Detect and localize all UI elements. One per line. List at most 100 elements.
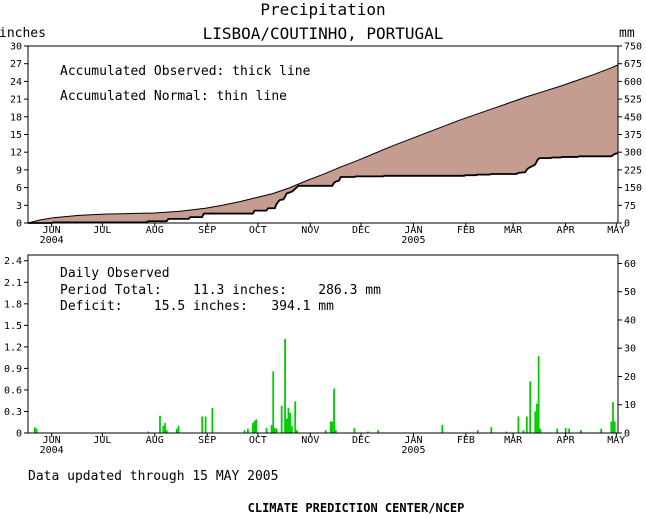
daily-bar — [580, 430, 582, 433]
x-tick-label-mar: MAR — [504, 435, 523, 446]
mm-tick-label: 375 — [624, 130, 642, 141]
y-axis-label-inches: inches — [0, 26, 46, 41]
chart-subtitle: LISBOA/COUTINHO, PORTUGAL — [203, 24, 444, 43]
daily-bar — [272, 371, 275, 433]
inches-tick-label: 0 — [16, 219, 22, 230]
daily-inches-tick-label: 2.4 — [4, 256, 22, 267]
x-tick-label-oct: OCT — [249, 435, 267, 446]
daily-bar — [177, 425, 180, 433]
inches-tick-label: 12 — [10, 148, 22, 159]
mm-tick-label: 150 — [624, 183, 642, 194]
daily-bar — [159, 415, 161, 433]
inches-tick-label: 9 — [16, 165, 22, 176]
daily-bar — [329, 421, 332, 433]
credit-line: CLIMATE PREDICTION CENTER/NCEP — [248, 501, 465, 515]
daily-bar — [175, 428, 178, 433]
mm-tick-label: 675 — [624, 59, 642, 70]
observed-line — [28, 152, 618, 224]
inches-tick-label: 18 — [10, 112, 22, 123]
x-tick-label-may: MAY — [607, 435, 625, 446]
mm-tick-label: 525 — [624, 95, 642, 106]
daily-bar — [33, 427, 36, 433]
deficit-area — [28, 64, 618, 223]
x-tick-label-dec: DEC — [352, 225, 370, 236]
x-tick-label-jun: JUN — [43, 435, 61, 446]
daily-bar — [280, 405, 283, 433]
accumulated-ticks: 0369121518212427300751502253003754505256… — [10, 42, 642, 247]
daily-bar — [165, 430, 168, 433]
daily-bar — [536, 403, 538, 433]
daily-inches-tick-label: 0 — [16, 429, 22, 440]
x-tick-label-jan: JAN — [404, 435, 422, 446]
daily-panel-frame — [27, 254, 619, 434]
daily-bar — [517, 416, 520, 433]
daily-bar — [287, 407, 290, 433]
daily-inches-tick-label: 0.6 — [4, 385, 22, 396]
daily-inches-tick-label: 1.8 — [4, 299, 22, 310]
daily-mm-tick-label: 40 — [624, 315, 636, 326]
daily-bar — [539, 428, 542, 433]
daily-bar — [296, 430, 298, 433]
inches-tick-label: 24 — [10, 77, 22, 88]
annotation-normal: Accumulated Normal: thin line — [60, 89, 287, 104]
daily-inches-tick-label: 1.5 — [4, 321, 22, 332]
daily-bar — [353, 427, 356, 433]
inches-tick-label: 6 — [16, 183, 22, 194]
daily-bar — [274, 427, 276, 433]
inches-tick-label: 15 — [10, 130, 22, 141]
x-tick-year: 2005 — [401, 445, 425, 456]
daily-bar — [201, 416, 204, 433]
daily-bar — [164, 422, 166, 433]
daily-bar — [162, 425, 165, 433]
daily-bar — [367, 431, 369, 433]
daily-mm-tick-label: 0 — [624, 429, 630, 440]
daily-inches-tick-label: 1.2 — [4, 342, 22, 353]
x-tick-label-jun: JUN — [43, 225, 61, 236]
daily-bar — [525, 416, 528, 433]
daily-bar — [294, 401, 297, 433]
x-tick-label-feb: FEB — [457, 225, 475, 236]
daily-inches-tick-label: 0.9 — [4, 364, 22, 375]
y-axis-label-mm: mm — [619, 26, 635, 41]
daily-bar — [505, 431, 508, 433]
daily-bar — [265, 427, 268, 433]
daily-bar — [324, 430, 327, 433]
daily-bar — [377, 430, 379, 433]
daily-bars — [33, 338, 616, 433]
x-tick-label-may: MAY — [607, 225, 625, 236]
annotation-observed: Accumulated Observed: thick line — [60, 64, 311, 79]
x-tick-label-mar: MAR — [504, 225, 523, 236]
daily-bar — [534, 411, 537, 433]
daily-bar — [441, 425, 444, 433]
x-tick-label-nov: NOV — [301, 435, 319, 446]
daily-panel: 0 0.3 0.6 0.9 1.2 1.5 1.8 2.1 2.4 0 10 20 30 40 50 60 JU… — [4, 254, 636, 456]
daily-bar — [211, 407, 214, 433]
daily-bar — [331, 421, 334, 433]
daily-bar — [290, 425, 293, 433]
daily-bar — [252, 422, 254, 433]
x-tick-label-dec: DEC — [352, 435, 370, 446]
x-tick-label-sep: SEP — [198, 225, 216, 236]
x-tick-label-feb: FEB — [457, 435, 475, 446]
annotation-deficit: Deficit: 15.5 inches: 394.1 mm — [60, 299, 334, 314]
annotation-daily: Daily Observed — [60, 266, 170, 281]
x-tick-label-sep: SEP — [198, 435, 216, 446]
normal-line — [27, 64, 619, 224]
daily-bar — [568, 428, 570, 433]
chart-title: Precipitation — [260, 0, 385, 19]
daily-bar — [35, 428, 38, 433]
daily-mm-tick-label: 50 — [624, 287, 636, 298]
daily-bar — [275, 428, 278, 433]
daily-inches-tick-label: 2.1 — [4, 278, 22, 289]
daily-bar — [529, 381, 532, 433]
daily-bar — [537, 356, 540, 433]
daily-bar — [334, 430, 337, 433]
daily-bar — [522, 430, 525, 433]
daily-bar — [490, 427, 493, 433]
mm-tick-label: 450 — [624, 112, 642, 123]
daily-bar — [556, 428, 559, 433]
x-tick-label-nov: NOV — [301, 225, 319, 236]
inches-tick-label: 3 — [16, 201, 22, 212]
inches-tick-label: 30 — [10, 42, 22, 53]
